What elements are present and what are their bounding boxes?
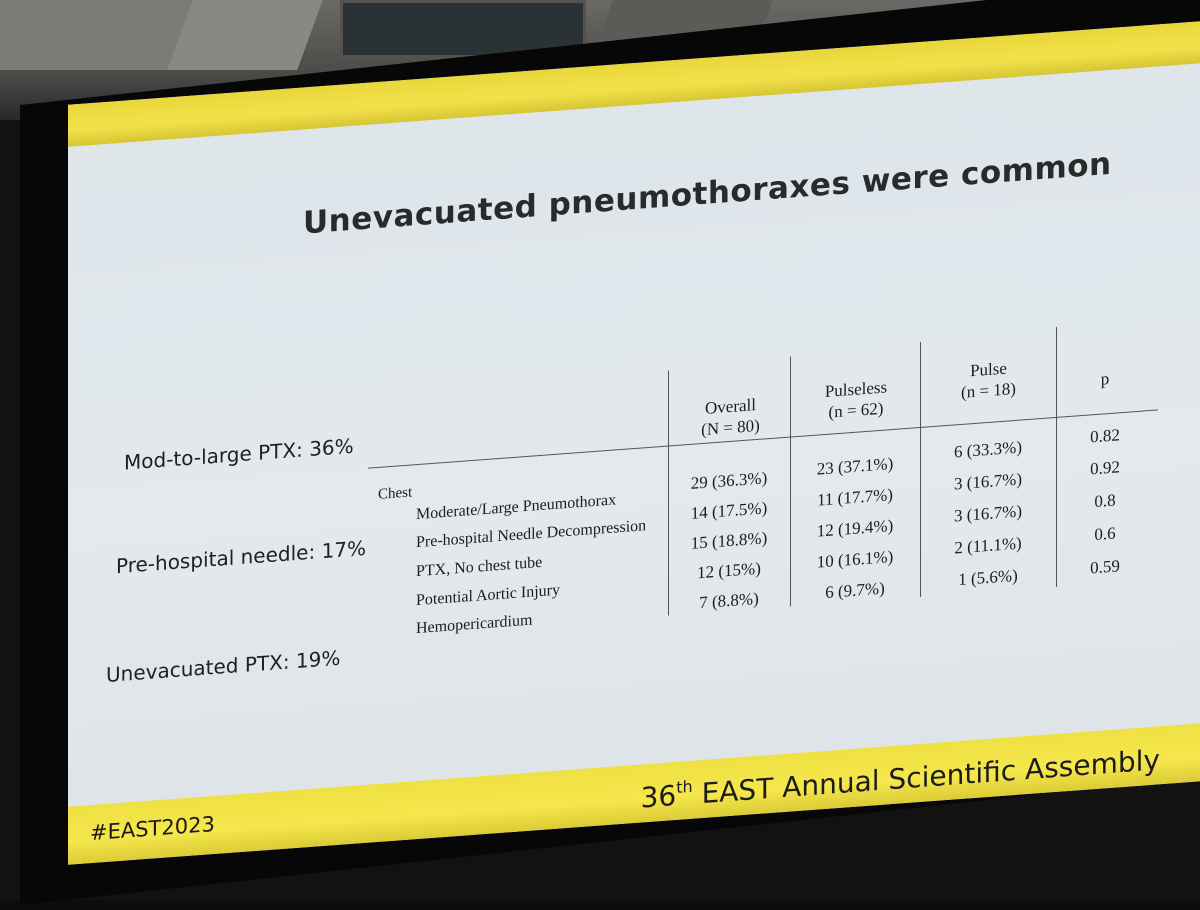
column-divider [1056,326,1057,587]
cell-pulse: 2 (11.1%) [954,533,1022,558]
column-divider [668,370,669,616]
stat-label: Pre-hospital needle: [116,539,316,579]
cell-pulse: 6 (33.3%) [954,437,1022,462]
column-header-overall: Overall (N = 80) [701,395,760,440]
slide: Unevacuated pneumothoraxes were common M… [68,20,1200,865]
cell-overall: 7 (8.8%) [699,588,759,613]
cell-pulseless: 11 (17.7%) [817,484,893,510]
projection-screen: Unevacuated pneumothoraxes were common M… [20,0,1200,905]
stat-label: Unevacuated PTX: [106,649,290,687]
cell-pulseless: 6 (9.7%) [825,578,885,602]
stat-label: Mod-to-large PTX: [124,437,303,475]
row-label-aortic-injury: Potential Aortic Injury [416,581,560,610]
cell-pulse: 1 (5.6%) [958,565,1018,590]
cell-overall: 14 (17.5%) [690,498,768,523]
column-header-pulse: Pulse (n = 18) [961,358,1016,402]
cell-overall: 12 (15%) [697,558,761,583]
stat-unevacuated-ptx: Unevacuated PTX: 19% [106,646,340,687]
cell-pulseless: 10 (16.1%) [816,546,894,572]
stat-value: 19% [295,645,341,673]
column-divider [920,341,921,597]
row-label-ptx-no-chest-tube: PTX, No chest tube [416,553,543,581]
cell-pulse: 3 (16.7%) [954,469,1022,494]
cell-p: 0.59 [1090,556,1120,578]
conference-hashtag: #EAST2023 [90,811,215,846]
cell-pulse: 3 (16.7%) [954,501,1022,526]
row-label-needle-decompression: Pre-hospital Needle Decompression [416,517,647,552]
row-label-moderate-large-ptx: Moderate/Large Pneumothorax [416,491,617,524]
cell-overall: 15 (18.8%) [690,528,768,553]
cell-pulseless: 23 (37.1%) [816,453,894,479]
column-divider [790,356,791,607]
cell-pulseless: 12 (19.4%) [816,515,894,541]
cell-p: 0.6 [1094,523,1116,545]
stat-prehospital-needle: Pre-hospital needle: 17% [116,536,366,578]
row-label-hemopericardium: Hemopericardium [416,611,533,638]
cell-p: 0.92 [1090,457,1120,479]
table-section-chest: Chest [378,484,413,503]
ceiling-beam-mid [167,0,323,70]
stat-value: 17% [321,535,367,564]
results-table: Overall (N = 80) Pulseless (n = 62) Puls… [368,314,1168,643]
slide-title: Unevacuated pneumothoraxes were common [303,145,1112,242]
cell-overall: 29 (36.3%) [690,468,768,493]
cell-p: 0.8 [1094,490,1116,512]
stat-mod-large-ptx: Mod-to-large PTX: 36% [124,434,354,475]
column-header-p: p [1100,369,1110,389]
column-header-pulseless: Pulseless (n = 62) [824,377,888,422]
cell-p: 0.82 [1090,425,1120,447]
stat-value: 36% [309,433,354,462]
